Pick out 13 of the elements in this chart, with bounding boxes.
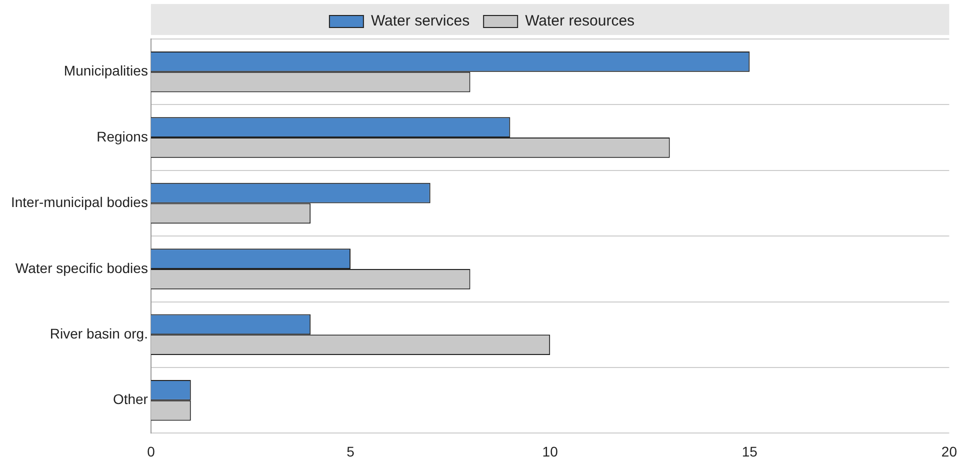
x-tick-label: 0 [147,443,156,460]
x-tick-label: 20 [941,443,958,460]
y-tick-label: Municipalities [64,62,148,79]
y-tick-label: Water specific bodies [15,260,148,276]
y-tick-label: Other [112,391,148,408]
x-tick-label: 5 [346,443,355,460]
y-tick-label: Inter-municipal bodies [10,194,148,210]
x-tick-label: 15 [742,443,758,460]
x-tick-label: 10 [542,443,558,460]
legend-label: Water services [370,12,470,30]
y-tick-label: Regions [96,128,148,144]
y-tick-label: River basin org. [50,326,148,342]
legend-label: Water resources [525,12,635,30]
